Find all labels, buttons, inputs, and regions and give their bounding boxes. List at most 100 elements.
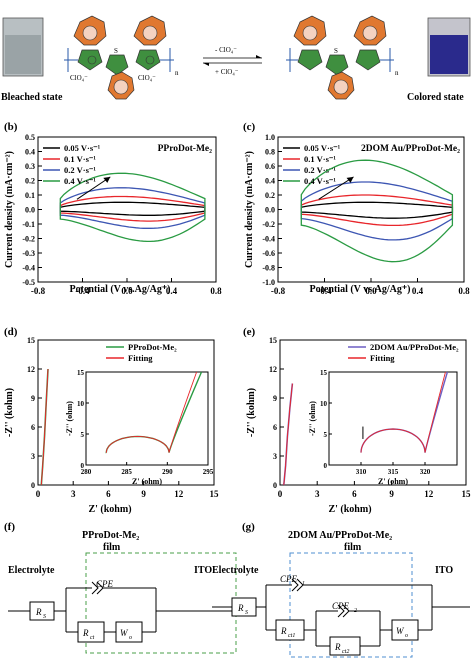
y-tick-label: 3 [273,452,277,461]
y-tick-label: 0.2 [265,191,275,200]
circuit-g-cpe1: CPE [280,574,298,584]
circuit-g-ito: ITO [435,565,453,576]
y-tick-label: 0.4 [265,177,275,186]
x-axis-label: Potential (V vs.Ag/Ag⁺) [310,284,411,295]
svg-text:1: 1 [302,581,305,587]
y-tick-label: 9 [31,394,35,403]
inset-x-tick-label: 295 [203,468,214,476]
bleached-caption: Bleached state [1,92,63,103]
y-tick-label: 12 [27,365,35,374]
y-tick-label: 0.4 [25,148,35,157]
svg-text:R: R [237,603,244,613]
x-tick-label: 0.4 [166,286,178,296]
colored-solution [430,35,468,74]
y-tick-label: 15 [27,336,35,345]
x-tick-label: 15 [462,489,472,499]
circuit-g-electrolyte: Electrolyte [212,565,259,576]
x-tick-label: 3 [71,489,76,499]
y-tick-label: 6 [31,423,35,432]
inset-frame [85,371,209,466]
inset-y-tick-label: 0 [81,462,85,470]
bleached-solution [5,35,41,74]
inset-x-tick-label: 285 [121,468,132,476]
svg-text:W: W [396,626,405,636]
inset-x-tick-label: 280 [81,468,92,476]
inset-y-tick-label: 15 [320,369,328,377]
x-tick-label: 6 [352,489,357,499]
panel-f-label: (f) [4,521,15,533]
y-tick-label: 0 [31,481,35,490]
anion-left: ClO₄⁻ [70,74,88,82]
panel-a: Bleached state Colored state n S ClO₄⁻ C… [1,15,471,103]
inset-x-tick-label: 320 [420,468,431,476]
y-tick-label: 9 [273,394,277,403]
circuit-g-title-line2: film [344,542,362,553]
legend-label: Fitting [128,353,153,363]
y-tick-label: 0.0 [265,206,275,215]
y-tick-label: 0.3 [25,162,35,171]
x-axis-label: Z' (kohm) [328,504,371,515]
svg-text:o: o [405,633,408,639]
cv-series-loop [59,172,206,243]
x-tick-label: 12 [174,489,184,499]
cv-chart-b: (b) -0.8 -0.4 0.0 0.4 0.8 0.5 0.4 0.3 0.2 0.1 0.0 -0… [4,121,222,296]
x-tick-label: 12 [424,489,434,499]
cv-series-loop [300,159,454,263]
legend-label: Fitting [370,353,395,363]
n-subscript-left: n [175,69,179,77]
chart-title: PProDot-Me₂ [158,144,213,154]
y-tick-label: 1.0 [265,133,275,142]
x-tick-label: 0 [278,489,283,499]
y-tick-label: -0.3 [22,249,35,258]
inset-y-tick-label: 10 [320,400,328,408]
s-atom-left: S [114,47,118,55]
x-axis-label: Z' (kohm) [88,504,131,515]
nyquist-series [40,368,49,486]
panel-e-label: (e) [243,326,256,338]
svg-text:o: o [129,635,132,641]
x-tick-label: 3 [315,489,320,499]
x-tick-label: 0 [36,489,41,499]
anion-right: ClO₄⁻ [138,74,156,82]
svg-text:R: R [280,626,287,636]
panel-g-label: (g) [242,521,255,533]
svg-text:R: R [35,607,42,617]
cv-chart-c: (c) -0.8 -0.4 0.0 0.4 0.8 1.0 0.8 0.6 0.4 0.2 0.0 -0… [243,121,470,296]
y-tick-label: 0.8 [265,148,275,157]
inset-y-label: -Z'' (ohm) [65,401,74,436]
y-axis-label: -Z'' (kohm) [4,388,15,437]
circuit-g-film-box [289,552,413,658]
y-tick-label: -1.0 [262,278,275,287]
y-axis-label: Current density (mA·cm⁻²) [244,151,255,268]
y-tick-label: -0.5 [22,278,35,287]
circuit-g-title-line1: 2DOM Au/PProDot-Me₂ [288,530,392,541]
inset-y-tick-label: 5 [81,431,85,439]
legend-label: 0.2 V·s⁻¹ [304,165,336,175]
legend-label: PProDot-Me₂ [128,342,177,352]
inset-y-tick-label: 15 [77,369,85,377]
x-tick-label: 15 [210,489,220,499]
colored-caption: Colored state [407,92,464,103]
circuit-f-title-line1: PProDot-Me₂ [82,530,139,541]
circuit-f-title-line2: film [103,542,121,553]
inset-x-tick-label: 310 [356,468,367,476]
x-tick-label: -0.8 [271,286,286,296]
y-tick-label: -0.6 [262,249,275,258]
legend-label: 0.05 V·s⁻¹ [64,143,101,153]
svg-text:S: S [245,610,248,616]
chart-title: 2DOM Au/PProDot-Me₂ [361,144,460,154]
scan-direction-arrow [318,176,354,200]
y-tick-label: 12 [269,365,277,374]
y-tick-label: -0.1 [22,220,35,229]
y-tick-label: 0.5 [25,133,35,142]
cv-series-loop [300,181,454,241]
circuit-f-ito: ITO [194,565,212,576]
eis-chart-d: (d) 0 3 6 9 12 15 0 3 6 9 12 15 Z' (kohm) -Z'' (kohm) P… [4,326,219,515]
inset-nyquist-series [105,371,198,454]
y-tick-label: -0.8 [262,264,275,273]
y-axis-label: Current density (mA·cm⁻²) [4,151,15,268]
y-axis-label: -Z'' (kohm) [246,388,257,437]
legend-label: 0.4 V·s⁻¹ [304,176,336,186]
y-tick-label: 0.1 [25,191,35,200]
